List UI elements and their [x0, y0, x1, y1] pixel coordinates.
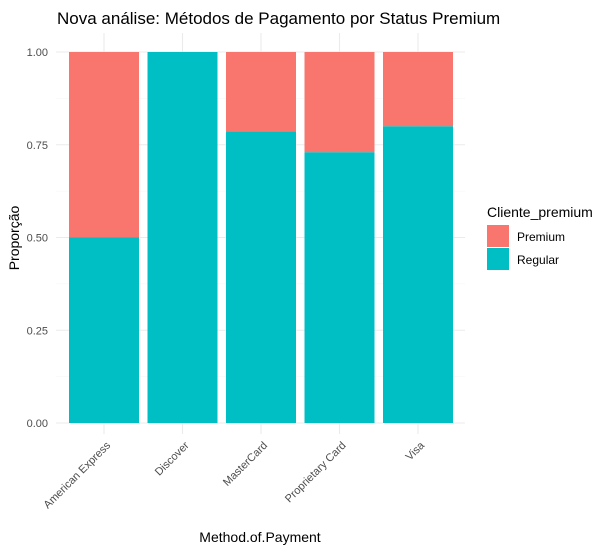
bars-layer [69, 52, 453, 424]
x-axis-title: Method.of.Payment [199, 529, 321, 545]
y-tick-label: 0.75 [27, 140, 48, 152]
bar-regular-american-express [69, 237, 139, 423]
legend-key-premium [487, 225, 509, 247]
legend: Cliente_premium Premium Regular [487, 204, 593, 270]
bar-premium-visa [383, 52, 453, 127]
chart-title: Nova análise: Métodos de Pagamento por S… [57, 9, 500, 28]
x-tick-label: Proprietary Card [283, 440, 349, 506]
x-tick-label: Visa [404, 439, 428, 463]
bar-regular-discover [147, 52, 218, 423]
x-tick-label: Discover [153, 439, 192, 478]
y-tick-label: 0.00 [27, 418, 48, 430]
legend-title: Cliente_premium [487, 204, 593, 220]
legend-label-premium: Premium [517, 230, 565, 244]
bar-regular-visa [383, 126, 453, 423]
bar-regular-proprietary-card [304, 152, 375, 424]
bar-premium-proprietary-card [304, 52, 375, 153]
x-tick-label: American Express [42, 439, 114, 511]
legend-label-regular: Regular [517, 253, 559, 267]
y-tick-label: 0.50 [27, 233, 48, 245]
bar-premium-american-express [69, 52, 139, 238]
y-axis-title: Proporção [6, 205, 22, 270]
x-tick-label: MasterCard [221, 440, 270, 489]
bar-premium-mastercard [226, 52, 296, 132]
y-tick-label: 1.00 [27, 47, 48, 59]
bar-regular-mastercard [226, 131, 296, 424]
y-tick-label: 0.25 [27, 325, 48, 337]
legend-key-regular [487, 248, 509, 270]
